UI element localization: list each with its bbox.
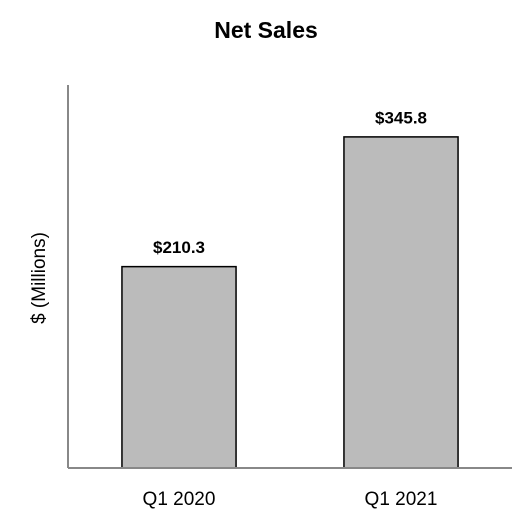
x-tick-label: Q1 2020: [143, 489, 216, 510]
chart-title: Net Sales: [214, 17, 318, 43]
bar: [343, 136, 459, 469]
x-tick-label: Q1 2021: [365, 489, 438, 510]
value-label: $210.3: [153, 238, 205, 257]
bar: [121, 265, 237, 469]
y-axis-label: $ (Millions): [29, 232, 50, 324]
value-label: $345.8: [375, 108, 427, 127]
